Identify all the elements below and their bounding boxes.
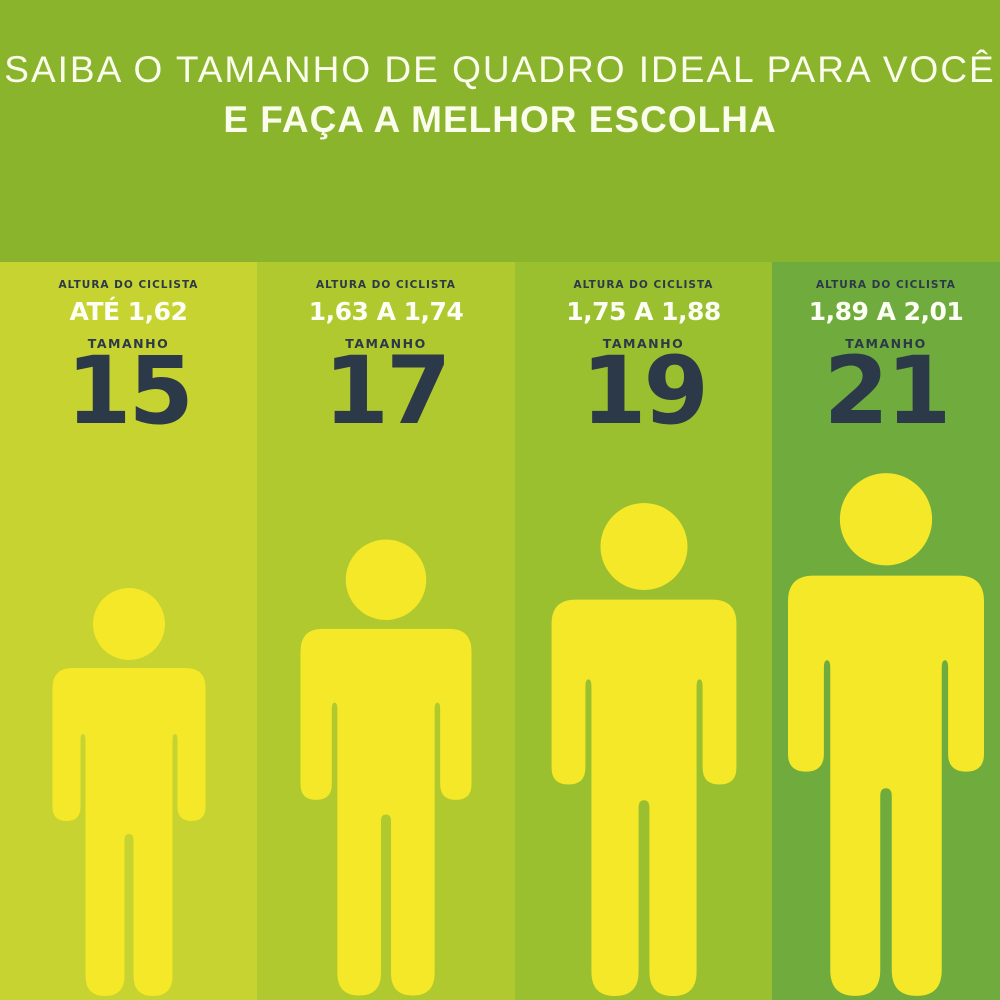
page-title-line2: E FAÇA A MELHOR ESCOLHA xyxy=(223,98,777,140)
frame-size-label: TAMANHO xyxy=(602,336,685,351)
size-column-15: ALTURA DO CICLISTA ATÉ 1,62 TAMANHO 15 xyxy=(0,262,257,1000)
person-silhouette-icon xyxy=(551,503,736,996)
rider-height-range: 1,89 A 2,01 xyxy=(808,297,964,326)
header: SAIBA O TAMANHO DE QUADRO IDEAL PARA VOC… xyxy=(0,0,1000,262)
frame-size-label: TAMANHO xyxy=(345,336,427,351)
person-silhouette-icon xyxy=(52,588,205,996)
person-silhouette-icon xyxy=(300,539,472,996)
size-column-21: ALTURA DO CICLISTA 1,89 A 2,01 TAMANHO 2… xyxy=(772,262,1000,1000)
rider-height-label: ALTURA DO CICLISTA xyxy=(58,279,199,291)
size-columns: ALTURA DO CICLISTA ATÉ 1,62 TAMANHO 15 A… xyxy=(0,262,1000,1000)
person-silhouette-icon xyxy=(788,473,984,996)
frame-size-value: 21 xyxy=(823,337,952,446)
rider-height-label: ALTURA DO CICLISTA xyxy=(816,279,956,291)
frame-size-value: 17 xyxy=(323,337,452,446)
page-title-line1: SAIBA O TAMANHO DE QUADRO IDEAL PARA VOC… xyxy=(4,49,996,90)
frame-size-label: TAMANHO xyxy=(845,336,927,351)
size-column-17: ALTURA DO CICLISTA 1,63 A 1,74 TAMANHO 1… xyxy=(257,262,515,1000)
rider-height-label: ALTURA DO CICLISTA xyxy=(573,279,714,291)
rider-height-range: ATÉ 1,62 xyxy=(69,297,188,326)
frame-size-value: 19 xyxy=(581,337,709,446)
rider-height-range: 1,63 A 1,74 xyxy=(308,297,464,326)
rider-height-range: 1,75 A 1,88 xyxy=(566,297,721,326)
size-column-19: ALTURA DO CICLISTA 1,75 A 1,88 TAMANHO 1… xyxy=(515,262,772,1000)
rider-height-label: ALTURA DO CICLISTA xyxy=(316,279,456,291)
frame-size-label: TAMANHO xyxy=(87,336,170,351)
frame-size-value: 15 xyxy=(66,337,194,446)
